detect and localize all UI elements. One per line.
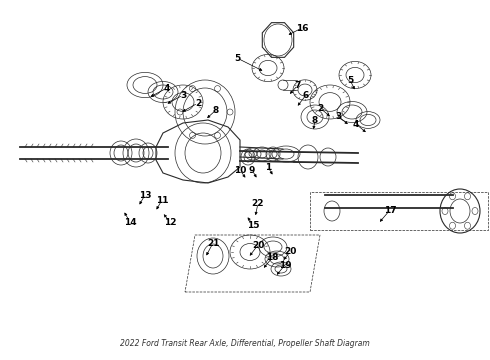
Text: 11: 11	[156, 195, 168, 204]
Text: 16: 16	[296, 23, 308, 32]
Text: 10: 10	[234, 166, 246, 175]
Text: 14: 14	[123, 217, 136, 226]
Text: 4: 4	[353, 120, 359, 129]
Text: 6: 6	[303, 90, 309, 99]
Text: 2: 2	[317, 104, 323, 112]
Text: 19: 19	[279, 261, 292, 270]
Text: 20: 20	[252, 240, 264, 249]
Text: 12: 12	[164, 217, 176, 226]
Text: 2: 2	[195, 99, 201, 108]
Text: 8: 8	[213, 105, 219, 114]
Text: 3: 3	[335, 112, 341, 121]
Text: 15: 15	[247, 220, 259, 230]
Text: 4: 4	[164, 84, 170, 93]
Text: 5: 5	[234, 54, 240, 63]
Text: 22: 22	[252, 198, 264, 207]
Text: 13: 13	[139, 190, 151, 199]
Text: 17: 17	[384, 206, 396, 215]
Text: 9: 9	[249, 166, 255, 175]
Text: 1: 1	[265, 162, 271, 171]
Text: 20: 20	[284, 248, 296, 256]
Text: 2022 Ford Transit Rear Axle, Differential, Propeller Shaft Diagram: 2022 Ford Transit Rear Axle, Differentia…	[120, 339, 370, 348]
Text: 3: 3	[180, 90, 186, 99]
Text: 21: 21	[207, 239, 219, 248]
Text: 8: 8	[312, 116, 318, 125]
Text: 5: 5	[347, 76, 353, 85]
Text: 7: 7	[295, 81, 301, 90]
Text: 18: 18	[266, 253, 278, 262]
